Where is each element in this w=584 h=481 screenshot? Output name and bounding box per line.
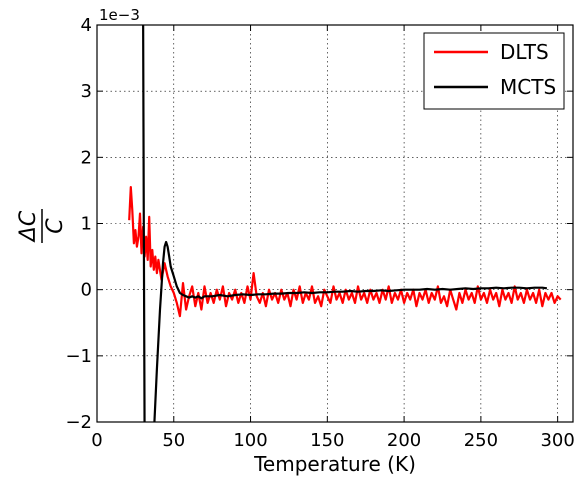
- series-layer: [128, 25, 562, 422]
- x-tick-label: 0: [91, 430, 102, 451]
- y-tick-label: −1: [65, 346, 92, 367]
- x-tick-label: 200: [387, 430, 421, 451]
- x-axis-label: Temperature (K): [253, 452, 416, 476]
- x-tick-label: 150: [310, 430, 344, 451]
- x-tick-label: 250: [464, 430, 498, 451]
- y-axis-label: ΔC C: [16, 209, 68, 243]
- y-label-denominator: C: [43, 218, 68, 234]
- series-line-mcts: [142, 25, 548, 422]
- y-tick-label: 3: [81, 81, 92, 102]
- tick-labels: 0 50 100 150 200 250 300 −2 −1 0 1 2 3 4: [65, 15, 574, 451]
- legend-box: [423, 32, 565, 110]
- legend: DLTS MCTS: [423, 32, 565, 110]
- y-tick-label: 2: [81, 147, 92, 168]
- axis-ticks: [96, 24, 573, 423]
- y-scale-label: 1e−3: [99, 6, 140, 24]
- legend-label-dlts: DLTS: [500, 40, 549, 64]
- x-tick-label: 100: [233, 430, 267, 451]
- y-tick-label: −2: [65, 412, 92, 433]
- series-line-dlts: [128, 186, 562, 318]
- y-tick-label: 4: [81, 15, 92, 36]
- legend-label-mcts: MCTS: [500, 75, 556, 99]
- y-tick-label: 1: [81, 214, 92, 235]
- y-label-numerator: ΔC: [16, 210, 41, 243]
- y-tick-label: 0: [81, 280, 92, 301]
- x-tick-label: 50: [162, 430, 185, 451]
- x-tick-label: 300: [540, 430, 574, 451]
